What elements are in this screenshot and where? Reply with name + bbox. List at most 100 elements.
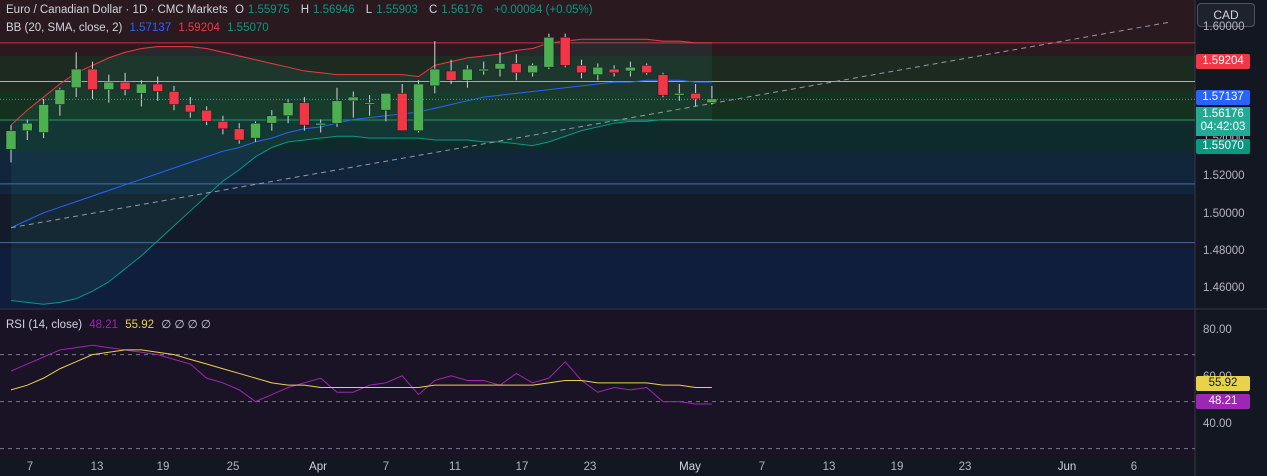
time-tick-label: 19 (156, 461, 170, 473)
time-tick-label: 23 (583, 461, 597, 473)
bb-lower-badge: 1.55070 (1196, 139, 1250, 154)
price-tick-label: 1.60000 (1203, 21, 1245, 33)
rsi-value: 48.21 (89, 319, 119, 331)
price-tick-label: 1.48000 (1203, 245, 1245, 257)
rsi-ma-badge: 55.92 (1196, 376, 1250, 391)
candle-body (217, 121, 229, 130)
high-label: H (300, 4, 310, 16)
candle-body (543, 37, 555, 68)
rsi-label: RSI (14, close) (6, 319, 83, 331)
low-label: L (365, 4, 373, 16)
candle-body (315, 122, 326, 126)
price-tick-label: 1.52000 (1203, 170, 1245, 183)
candle-body (413, 83, 424, 131)
candle-body (331, 100, 343, 124)
time-tick-label: 13 (90, 461, 104, 473)
candle-body (511, 63, 522, 74)
candle-body (70, 68, 82, 88)
open-value: 1.55975 (247, 4, 290, 16)
bb-upper-line (10, 38, 712, 126)
rsi-ma-value: 55.92 (125, 319, 155, 331)
price-tick-label: 1.46000 (1203, 282, 1245, 295)
candle-body (494, 63, 506, 70)
low-value: 1.55903 (376, 4, 418, 16)
time-tick-label: 7 (26, 461, 34, 473)
candle-body (299, 102, 310, 126)
last-price-badge: 1.56176 04:42:03 (1196, 107, 1250, 136)
price-zone-band (0, 248, 1195, 308)
candle-body (559, 37, 571, 66)
high-value: 1.56946 (313, 4, 355, 16)
close-value: 1.56176 (441, 4, 483, 16)
time-tick-label: 19 (890, 461, 904, 473)
candle-body (54, 89, 66, 105)
rsi-legend[interactable]: RSI (14, close) 48.21 55.92 ∅ ∅ ∅ ∅ (6, 317, 215, 331)
price-zone-band (0, 92, 1195, 122)
time-tick-label: 7 (382, 461, 390, 473)
bb-label: BB (20, SMA, close, 2) (6, 22, 123, 34)
currency-button[interactable]: CAD (1197, 3, 1255, 27)
rsi-null-values: ∅ ∅ ∅ ∅ (161, 319, 211, 331)
time-tick-label: 6 (1130, 461, 1138, 473)
candle-body (233, 128, 245, 141)
candle-body (641, 65, 652, 74)
candle-body (445, 70, 457, 81)
candle-body (103, 81, 115, 90)
candle-body (396, 93, 408, 131)
candle-body (348, 96, 359, 102)
candle-body (266, 115, 278, 124)
symbol-title: Euro / Canadian Dollar · 1D · CMC Market… (6, 4, 228, 16)
rsi-tick-label: 80.00 (1203, 324, 1232, 337)
candle-body (608, 68, 620, 74)
open-label: O (234, 4, 244, 16)
last-price: 1.56176 (1202, 108, 1244, 120)
candle-body (625, 66, 636, 72)
candle-body (380, 93, 392, 111)
candle-body (136, 83, 147, 94)
bar-countdown: 04:42:03 (1200, 121, 1246, 133)
rsi-tick-label: 40.00 (1203, 418, 1232, 431)
candle-body (22, 122, 33, 131)
candle-body (152, 83, 163, 92)
price-zone-band (0, 0, 1195, 56)
time-tick-label: 11 (449, 461, 461, 473)
rsi-badge: 48.21 (1196, 394, 1250, 409)
time-tick-label: May (679, 461, 701, 473)
candle-body (527, 65, 538, 74)
change-value: +0.00084 (+0.05%) (494, 4, 593, 16)
bb-basis-badge: 1.57137 (1196, 90, 1250, 105)
bb-upper-badge: 1.59204 (1196, 54, 1250, 69)
time-tick-label: 25 (226, 461, 240, 473)
candle-body (576, 65, 587, 74)
price-tick-label: 1.50000 (1203, 207, 1245, 220)
candle-body (592, 66, 604, 75)
bb-lower-line (10, 118, 712, 305)
time-tick-label: 7 (758, 461, 766, 473)
bb-basis-line (10, 79, 712, 229)
candle-body (185, 104, 196, 113)
candle-body (168, 91, 180, 105)
time-tick-label: Jun (1057, 461, 1077, 473)
candle-body (690, 93, 701, 100)
candle-body (5, 130, 17, 150)
candle-body (364, 102, 375, 105)
candle-body (119, 81, 131, 90)
candle-body (282, 102, 294, 116)
rsi-pane-background (0, 310, 1195, 458)
candle-body (462, 68, 473, 81)
candle-body (478, 68, 489, 72)
candle-body (657, 74, 669, 96)
time-tick-label: 13 (822, 461, 836, 473)
time-tick-label: Apr (309, 461, 327, 473)
time-tick-label: 23 (958, 461, 972, 473)
bb-basis-value: 1.57137 (129, 22, 172, 34)
bb-legend[interactable]: BB (20, SMA, close, 2) 1.57137 1.59204 1… (6, 22, 273, 34)
trend-line (10, 21, 1169, 229)
bb-lower-value: 1.55070 (227, 22, 269, 34)
rsi-ma-line (10, 349, 712, 391)
candle-body (429, 68, 441, 87)
candle-body (38, 104, 49, 133)
candle-body (250, 122, 261, 139)
time-tick-label: 17 (515, 461, 529, 473)
